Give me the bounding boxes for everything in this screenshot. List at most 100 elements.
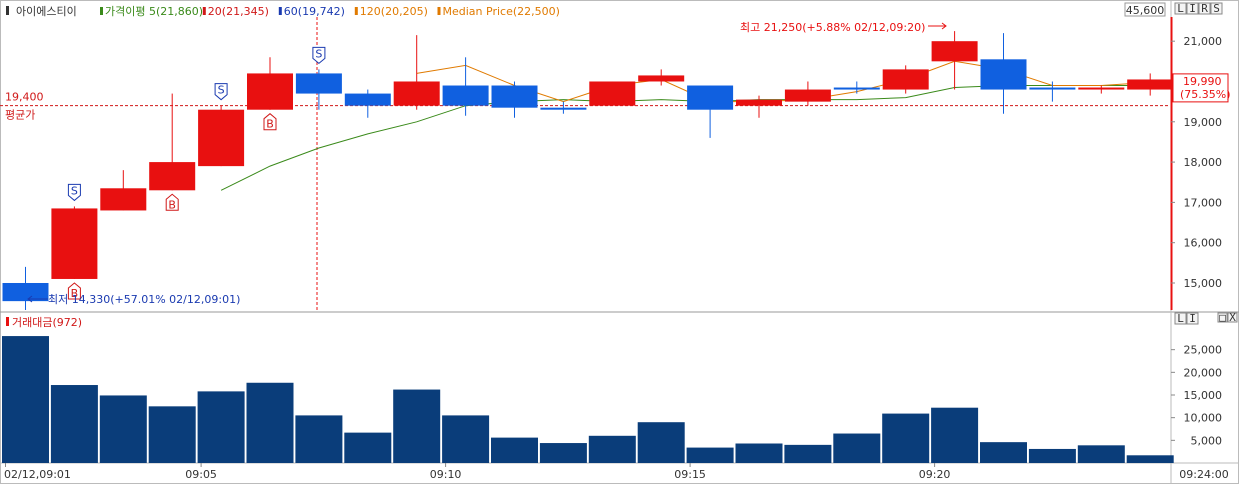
volume-bar-09:18[interactable] bbox=[833, 433, 881, 463]
volume-bar-09:08[interactable] bbox=[344, 432, 392, 463]
candle-09:08[interactable] bbox=[344, 89, 391, 118]
high-annotation: 최고 21,250(+5.88% 02/12,09:20) bbox=[740, 21, 925, 34]
toolbar-button-S[interactable] bbox=[1210, 2, 1223, 15]
volume-bar-09:09[interactable] bbox=[393, 389, 441, 463]
price-tick-label: 16,000 bbox=[1184, 237, 1223, 250]
candle-09:01[interactable] bbox=[2, 266, 49, 310]
indicator-label-1: 20(21,345) bbox=[208, 5, 269, 18]
volume-bar-09:04[interactable] bbox=[148, 406, 196, 463]
volume-button-I[interactable] bbox=[1186, 312, 1199, 325]
volume-bar-09:07[interactable] bbox=[295, 415, 343, 463]
volume-bar-09:21[interactable] bbox=[980, 442, 1027, 463]
candle-09:20[interactable] bbox=[931, 31, 978, 90]
volume-bar-09:22[interactable] bbox=[1028, 448, 1076, 463]
candle-09:19[interactable] bbox=[882, 65, 929, 94]
candle-body bbox=[442, 85, 489, 106]
candle-body bbox=[980, 59, 1027, 90]
volume-bar-09:14[interactable] bbox=[637, 422, 685, 463]
indicator-swatch bbox=[354, 7, 358, 15]
buy-marker[interactable]: B bbox=[165, 193, 179, 211]
candle-09:13[interactable] bbox=[589, 81, 636, 106]
marker-shape bbox=[67, 183, 81, 202]
volume-bar-09:03[interactable] bbox=[99, 395, 147, 463]
volume-bar-09:16[interactable] bbox=[735, 443, 783, 463]
current-price-value: 19,990 bbox=[1183, 75, 1222, 88]
candle-body bbox=[1078, 87, 1125, 90]
candle-09:09[interactable] bbox=[393, 35, 440, 110]
candle-body bbox=[833, 87, 880, 90]
candle-body bbox=[149, 162, 196, 191]
volume-bar-09:19[interactable] bbox=[882, 413, 930, 463]
candle-body bbox=[247, 73, 293, 110]
toolbar-button-I[interactable] bbox=[1186, 2, 1199, 15]
candle-09:15[interactable] bbox=[687, 85, 734, 138]
volume-bar-09:02[interactable] bbox=[50, 385, 98, 463]
candle-body bbox=[589, 81, 636, 106]
volume-bar-09:13[interactable] bbox=[588, 435, 636, 463]
window-button-1[interactable] bbox=[1227, 312, 1238, 323]
candle-09:14[interactable] bbox=[638, 69, 685, 86]
candle-09:24[interactable] bbox=[1127, 73, 1174, 96]
candle-body bbox=[736, 99, 782, 106]
volume-bar-09:11[interactable] bbox=[491, 437, 538, 463]
volume-bar-09:06[interactable] bbox=[246, 382, 294, 463]
candle-09:05[interactable] bbox=[198, 105, 245, 167]
time-tick-label: 02/12,09:01 bbox=[4, 468, 71, 481]
candle-09:07[interactable] bbox=[295, 69, 342, 110]
price-tick-label: 18,000 bbox=[1184, 156, 1223, 169]
current-price-pct: (75.35%) bbox=[1180, 88, 1231, 101]
volume-bar-09:24[interactable] bbox=[1126, 455, 1174, 463]
marker-shape bbox=[67, 282, 81, 300]
candle-09:18[interactable] bbox=[833, 81, 880, 94]
candle-09:02[interactable] bbox=[51, 206, 98, 279]
candle-09:10[interactable] bbox=[442, 57, 489, 116]
candle-09:23[interactable] bbox=[1078, 85, 1125, 94]
candle-body bbox=[344, 93, 391, 106]
buy-marker[interactable]: B bbox=[67, 282, 81, 300]
candle-09:03[interactable] bbox=[100, 170, 147, 211]
volume-bar-09:05[interactable] bbox=[197, 391, 245, 463]
toolbar-button-label-S: S bbox=[1213, 2, 1220, 15]
candle-body bbox=[540, 107, 587, 110]
sell-marker[interactable]: S bbox=[214, 83, 228, 101]
marker-letter: B bbox=[168, 198, 176, 211]
volume-bar-09:23[interactable] bbox=[1077, 445, 1125, 463]
price-tick-label: 19,000 bbox=[1184, 116, 1223, 129]
window-button-0[interactable] bbox=[1217, 312, 1228, 323]
candle-body bbox=[882, 69, 929, 90]
volume-bar-09:20[interactable] bbox=[931, 407, 979, 463]
candle-09:22[interactable] bbox=[1029, 81, 1076, 102]
toolbar-button-R[interactable] bbox=[1198, 2, 1211, 15]
candle-body bbox=[100, 188, 147, 211]
candle-body bbox=[638, 75, 685, 82]
candle-09:17[interactable] bbox=[784, 81, 831, 106]
low-annotation: 최저 14,330(+57.01% 02/12,09:01) bbox=[48, 293, 240, 306]
candle-09:21[interactable] bbox=[980, 33, 1027, 114]
candle-09:06[interactable] bbox=[247, 57, 293, 110]
buy-marker[interactable]: B bbox=[263, 113, 277, 131]
marker-letter: S bbox=[71, 184, 78, 197]
toolbar-button-L[interactable] bbox=[1174, 2, 1187, 15]
sell-marker[interactable]: S bbox=[67, 183, 81, 202]
volume-bar-09:01[interactable] bbox=[2, 336, 49, 463]
volume-tick-label: 15,000 bbox=[1184, 389, 1223, 402]
candle-09:11[interactable] bbox=[491, 81, 538, 118]
candle-09:16[interactable] bbox=[736, 95, 782, 118]
sell-marker[interactable]: S bbox=[312, 46, 326, 65]
volume-bar-09:10[interactable] bbox=[442, 415, 490, 463]
candle-09:12[interactable] bbox=[540, 101, 587, 114]
volume-button-label-L: L bbox=[1177, 312, 1184, 325]
time-end-label: 09:24:00 bbox=[1179, 468, 1228, 481]
volume-bar-09:17[interactable] bbox=[784, 444, 832, 463]
time-tick-label: 09:20 bbox=[919, 468, 951, 481]
volume-bar-09:12[interactable] bbox=[539, 443, 587, 463]
marker-letter: B bbox=[71, 287, 79, 300]
candle-09:04[interactable] bbox=[149, 93, 196, 191]
volume-bar-09:15[interactable] bbox=[686, 447, 734, 463]
marker-letter: B bbox=[266, 118, 274, 131]
average-price-value: 19,400 bbox=[5, 91, 44, 104]
marker-shape bbox=[312, 46, 326, 65]
volume-button-L[interactable] bbox=[1174, 312, 1187, 325]
